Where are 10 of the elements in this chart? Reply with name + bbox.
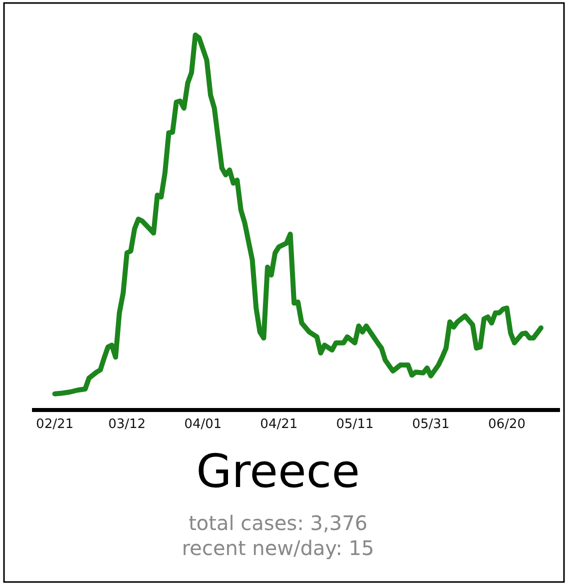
x-tick-label: 05/31: [412, 417, 450, 432]
text: Greece: [196, 444, 360, 498]
x-tick-label: 02/21: [36, 417, 74, 432]
x-tick-label: 04/21: [260, 417, 298, 432]
x-tick-label: 03/12: [108, 417, 146, 432]
text: recent new/day: 15: [182, 536, 374, 560]
x-tick-label: 04/01: [184, 417, 222, 432]
text: total cases: 3,376: [188, 511, 368, 535]
x-tick-label: 06/20: [488, 417, 526, 432]
x-tick-label: 05/11: [336, 417, 374, 432]
